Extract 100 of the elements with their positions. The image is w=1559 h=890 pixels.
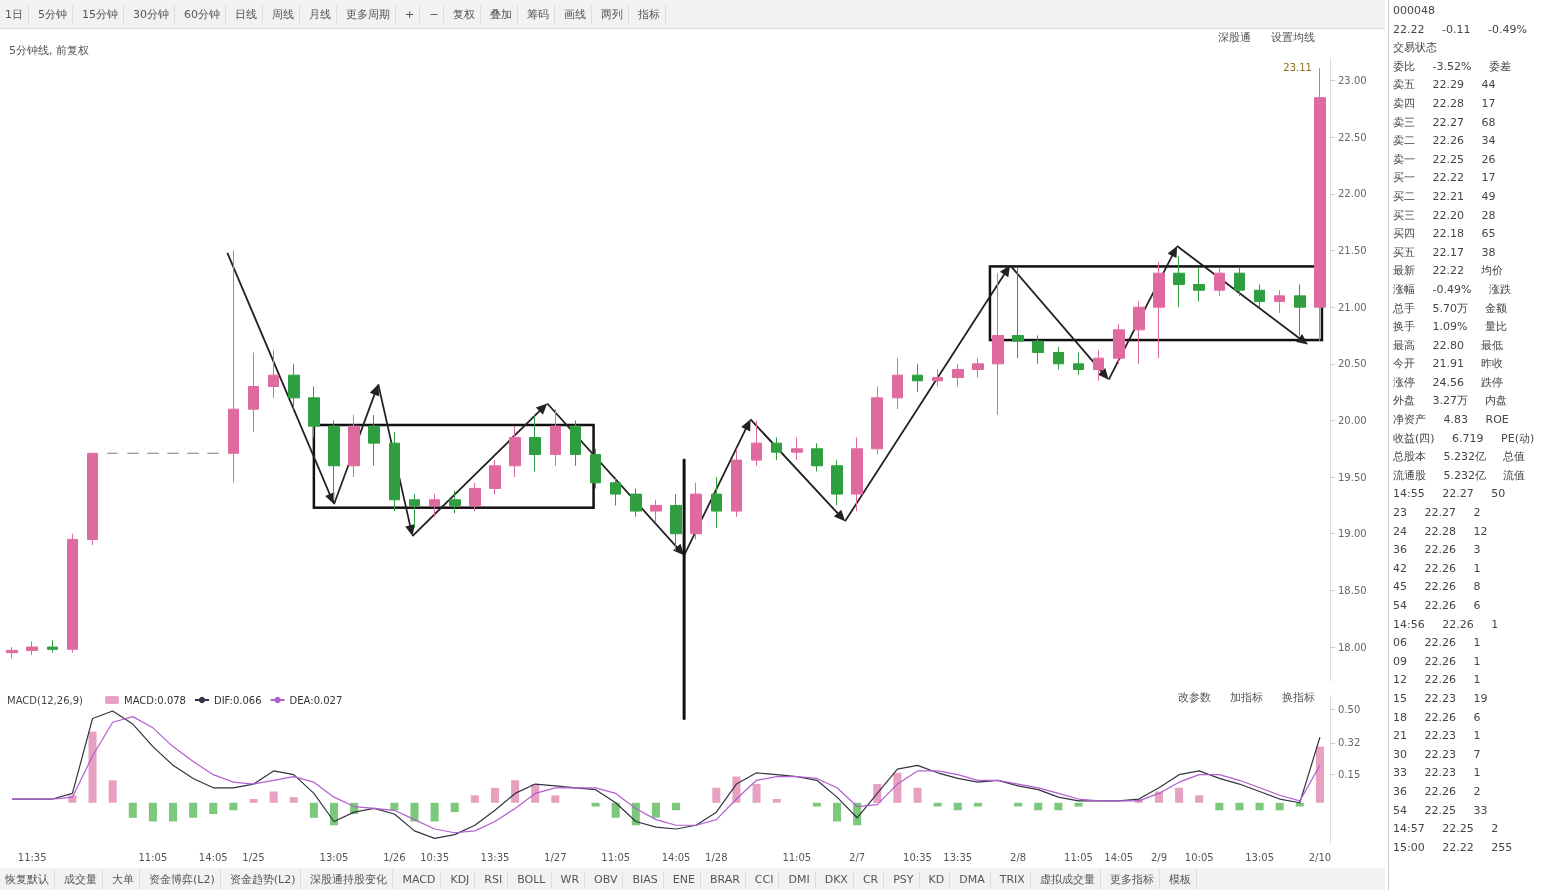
text: 54 22.26 6 <box>1393 599 1481 612</box>
chart-title: 5分钟线, 前复权 <box>9 44 89 57</box>
y-tick-label: 18.50 <box>1338 584 1367 596</box>
legend-label: DIF:0.066 <box>213 694 262 706</box>
text: CCI <box>749 870 780 888</box>
text: 23 22.27 2 <box>1393 506 1481 520</box>
y-tick-label: 0.15 <box>1338 769 1361 781</box>
text: 设置均线 <box>1271 31 1315 44</box>
legend-label: DEA:0.027 <box>289 694 343 706</box>
text: 24 22.28 12 <box>1393 524 1488 538</box>
text: 卖四 22.28 17 <box>1393 96 1496 110</box>
text: WR <box>555 870 586 888</box>
x-tick-label: 10:35 <box>420 851 450 863</box>
text: KDJ <box>445 870 476 888</box>
text: 月线 <box>304 4 337 24</box>
text: 15:00 22.22 255 <box>1393 840 1513 854</box>
text: PSY <box>888 870 920 888</box>
x-tick-label: 1/27 <box>544 851 567 863</box>
text: 54 22.25 33 <box>1393 803 1488 817</box>
x-tick-label: 10:35 <box>903 851 932 863</box>
text: 深股通持股变化 <box>305 869 394 889</box>
x-tick-label: 2/7 <box>849 851 866 863</box>
text: DKX <box>819 870 854 888</box>
x-tick-label: 2/8 <box>1010 851 1027 863</box>
text: 14:56 22.26 1 <box>1393 617 1499 631</box>
legend-label: MACD:0.078 <box>124 694 186 706</box>
text: 000048 <box>1393 4 1435 17</box>
text: 总手 5.70万 金额 <box>1393 301 1508 315</box>
text: 买一 22.22 17 <box>1393 171 1496 185</box>
text: 日线 <box>230 4 263 24</box>
text: BIAS <box>627 870 664 888</box>
x-tick-label: 11:05 <box>601 851 631 863</box>
y-tick-label: 21.50 <box>1338 245 1367 257</box>
text: RSI <box>479 870 509 888</box>
x-tick-label: 2/10 <box>1308 851 1332 863</box>
text: 委比 -3.52% 委差 <box>1393 59 1511 73</box>
text: − <box>424 5 445 23</box>
text: 卖五 22.29 44 <box>1393 78 1496 92</box>
text: 12 22.26 1 <box>1393 673 1481 687</box>
text: 换手 1.09% 量比 <box>1393 320 1507 334</box>
x-tick-label: 14:05 <box>198 851 228 863</box>
text: 06 22.26 1 <box>1393 636 1481 650</box>
annotation: 23.11 <box>1283 61 1312 73</box>
x-tick-label: 1/26 <box>383 851 406 863</box>
text: 买四 22.18 65 <box>1393 227 1496 241</box>
text: 周线 <box>267 4 300 24</box>
text: 复权 <box>448 4 482 24</box>
text: 流通股 5.232亿 流值 <box>1393 468 1526 482</box>
text: 卖一 22.25 26 <box>1393 152 1496 166</box>
text: 深股通 <box>1218 31 1251 44</box>
x-tick-label: 14:05 <box>661 851 691 863</box>
text: 14:57 22.25 2 <box>1393 822 1499 836</box>
text: 60分钟 <box>179 4 226 24</box>
annotation: 改参数 <box>1178 691 1211 704</box>
text: 30 22.23 7 <box>1393 747 1481 761</box>
x-tick-label: 13:05 <box>1245 851 1274 863</box>
text: 18 22.26 6 <box>1393 710 1481 724</box>
text: 21 22.23 1 <box>1393 729 1481 743</box>
text: 涨幅 -0.49% 涨跌 <box>1393 282 1511 296</box>
text: 净资产 4.83 ROE <box>1393 413 1509 427</box>
text: 叠加 <box>485 4 519 24</box>
text: 最高 22.80 最低 <box>1393 338 1504 352</box>
text: 交易状态 <box>1393 41 1437 55</box>
text: 模板 <box>1163 869 1197 889</box>
text: 36 22.26 3 <box>1393 543 1481 557</box>
text: 14:55 22.27 50 <box>1393 487 1506 501</box>
text: 涨停 24.56 跌停 <box>1393 375 1504 389</box>
text: 买三 22.20 28 <box>1393 208 1496 222</box>
text: 买五 22.17 38 <box>1393 245 1496 259</box>
text: 指标 <box>633 4 667 24</box>
text: BOLL <box>512 870 552 888</box>
x-tick-label: 11:05 <box>138 851 168 863</box>
x-tick-label: 13:05 <box>319 851 349 863</box>
y-tick-label: 18.00 <box>1338 641 1367 653</box>
text: 最新 22.22 均价 <box>1393 264 1504 278</box>
text: 外盘 3.27万 内盘 <box>1393 394 1508 408</box>
text: KD <box>923 870 951 888</box>
text: TRIX <box>994 870 1031 888</box>
text: 总股本 5.232亿 总值 <box>1393 450 1526 464</box>
x-tick-label: 11:35 <box>17 851 47 863</box>
text: 5分钟 <box>33 4 73 24</box>
text: 虚拟成交量 <box>1034 869 1101 889</box>
text: 资金趋势(L2) <box>224 869 302 889</box>
y-tick-label: 20.50 <box>1338 358 1367 370</box>
y-tick-label: 20.00 <box>1338 414 1367 426</box>
x-tick-label: 13:35 <box>480 851 510 863</box>
text: 卖三 22.27 68 <box>1393 115 1496 129</box>
text: MACD <box>397 870 442 888</box>
text: CR <box>857 870 885 888</box>
text: 22.22 -0.11 -0.49% <box>1393 22 1527 36</box>
text: 09 22.26 1 <box>1393 654 1481 668</box>
text: 画线 <box>559 4 593 24</box>
text: DMI <box>783 870 816 888</box>
text: 42 22.26 1 <box>1393 561 1481 575</box>
annotation: 换指标 <box>1282 691 1315 704</box>
text: 15 22.23 19 <box>1393 691 1488 705</box>
x-tick-label: 11:05 <box>782 851 812 863</box>
x-tick-label: 1/28 <box>705 851 728 863</box>
y-tick-label: 21.00 <box>1338 301 1367 313</box>
text: 买二 22.21 49 <box>1393 189 1496 203</box>
